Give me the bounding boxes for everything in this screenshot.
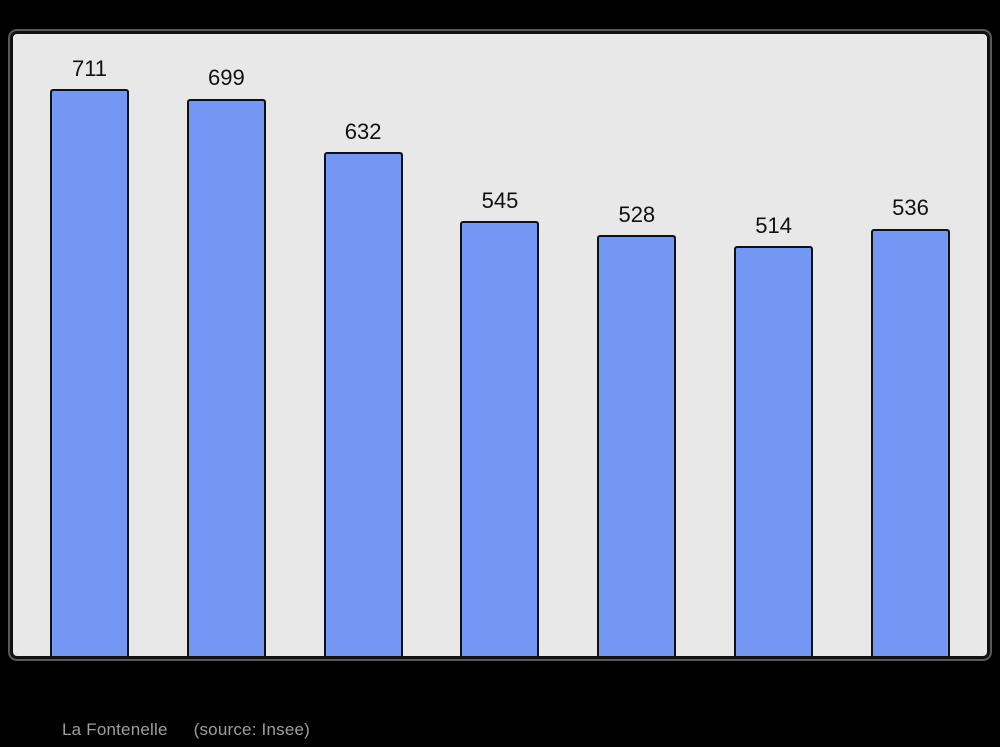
bar-slot: 536 [870, 34, 950, 656]
bar-value-label: 528 [618, 201, 656, 227]
bar-slot: 514 [734, 34, 814, 656]
bar [597, 234, 677, 656]
bar-slot: 545 [460, 34, 540, 656]
bar [186, 98, 266, 656]
bar-value-label: 536 [892, 195, 929, 221]
bar-value-label: 632 [344, 118, 382, 144]
caption-source: (source: Insee) [193, 720, 311, 739]
bar [870, 228, 950, 656]
bars: 711 699 632 545 528 514 536 [13, 34, 987, 656]
chart-plot-area: 711 699 632 545 528 514 536 [10, 31, 990, 659]
bar-slot: 528 [597, 34, 677, 656]
bar-value-label: 514 [755, 212, 792, 238]
chart-caption: La Fontenelle (source: Insee) [62, 720, 310, 740]
bar [734, 246, 814, 656]
bar-slot: 632 [323, 34, 403, 656]
bar-value-label: 711 [71, 55, 108, 81]
bar [323, 152, 403, 656]
bar-value-label: 699 [207, 65, 245, 91]
caption-title: La Fontenelle [62, 720, 168, 739]
bar-slot: 711 [50, 34, 129, 656]
bar [50, 89, 129, 656]
bar-value-label: 545 [481, 188, 519, 214]
bar-slot: 699 [186, 34, 266, 656]
bar [460, 221, 540, 656]
